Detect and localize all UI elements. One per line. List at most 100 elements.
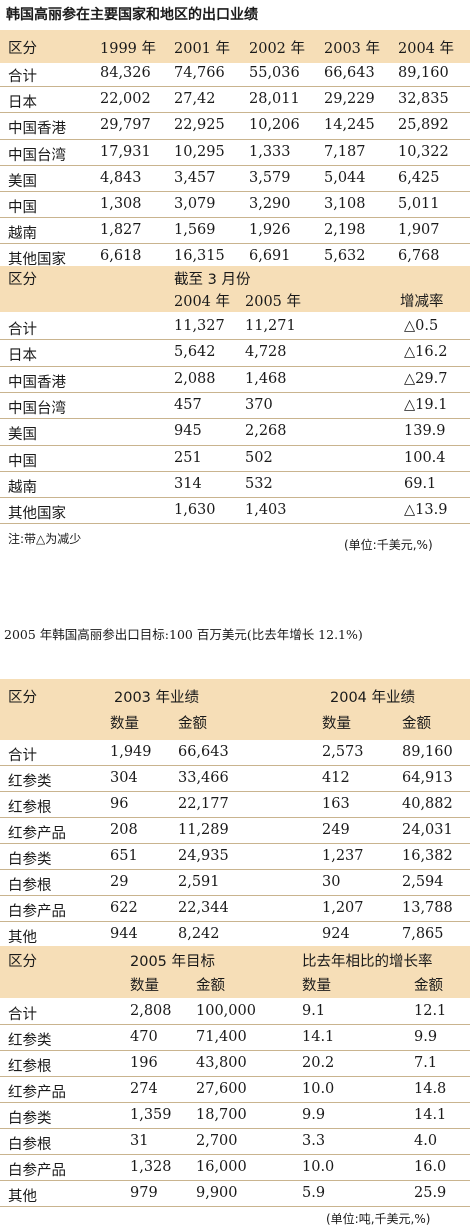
table-cell: 12.1 xyxy=(414,1003,447,1019)
table-cell: 3,290 xyxy=(249,196,291,212)
table-cell: 3.3 xyxy=(302,1133,326,1149)
table-cell: 1,333 xyxy=(249,143,291,160)
note-decrease: 注:带△为减少 xyxy=(8,532,82,546)
table-cell: 66,643 xyxy=(178,744,229,760)
table-row: 白参根 31 2,700 3.3 4.0 xyxy=(0,1129,470,1155)
row-divider xyxy=(0,765,470,766)
table-cell: 10,295 xyxy=(174,143,225,160)
table-cell: 5,632 xyxy=(324,248,366,265)
table-cell: 10,206 xyxy=(249,117,300,134)
row-divider xyxy=(0,339,470,341)
table-cell: 1,403 xyxy=(245,502,287,519)
table-cell: 7,187 xyxy=(324,143,366,160)
row-label: 白参类 xyxy=(8,852,52,868)
table-cell: 31 xyxy=(130,1133,149,1149)
table-cell: 6,425 xyxy=(398,169,440,186)
row-divider xyxy=(0,895,470,896)
table-cell: 4,843 xyxy=(100,169,142,186)
table-cell: 96 xyxy=(110,796,129,812)
table-cell: 14.8 xyxy=(414,1081,447,1097)
row-label: 越南 xyxy=(8,479,37,496)
row-divider xyxy=(0,444,470,446)
table-cell: 2,198 xyxy=(324,222,366,239)
table-cell: 22,002 xyxy=(100,91,151,108)
row-divider xyxy=(0,843,470,844)
table-row: 合计 84,326 74,766 55,036 66,643 89,160 xyxy=(0,61,470,87)
row-label: 白参根 xyxy=(8,1137,52,1153)
table3-header-2004: 2004 年业绩 xyxy=(330,690,416,706)
table1-header: 区分 1999 年 2001 年 2002 年 2003 年 2004 年 xyxy=(0,33,470,59)
table-cell: 6,768 xyxy=(398,248,440,265)
table4-header-target: 2005 年目标 xyxy=(130,954,216,970)
table-cell: 11,327 xyxy=(174,318,225,334)
table-cell: 314 xyxy=(174,475,202,492)
table-cell: 10,322 xyxy=(398,143,449,160)
table-cell: 16,315 xyxy=(174,248,225,265)
table4-header-section: 区分 xyxy=(8,954,37,970)
row-label: 红参产品 xyxy=(8,826,66,842)
table-cell: 22,177 xyxy=(178,796,229,812)
row-divider xyxy=(0,1154,470,1155)
table-cell: 24,935 xyxy=(178,848,229,864)
row-label: 其他 xyxy=(8,1189,37,1205)
row-label: 白参产品 xyxy=(8,904,66,920)
table-cell: 1,949 xyxy=(110,744,152,760)
row-label: 合计 xyxy=(8,1007,37,1023)
table1-header-cell: 区分 xyxy=(8,41,37,57)
table-cell: 89,160 xyxy=(398,65,449,81)
table-cell: 55,036 xyxy=(249,65,300,81)
table-cell: 2,268 xyxy=(245,423,287,440)
row-label: 日本 xyxy=(8,95,37,112)
table-cell: 43,800 xyxy=(196,1055,247,1071)
table-row: 合计 1,949 66,643 2,573 89,160 xyxy=(0,740,470,766)
table-cell: 502 xyxy=(245,449,273,466)
table2-header-2005: 2005 年 xyxy=(245,294,302,310)
table-row: 中国香港 2,088 1,468 △29.7 xyxy=(0,367,470,393)
row-divider xyxy=(0,418,470,420)
table1-header-cell: 2002 年 xyxy=(249,41,306,57)
table-cell: 25.9 xyxy=(414,1185,447,1201)
row-divider xyxy=(0,1024,470,1025)
table-cell: 9.9 xyxy=(302,1107,326,1123)
row-divider xyxy=(0,1180,470,1181)
row-label: 中国香港 xyxy=(8,374,66,391)
table-cell: 11,271 xyxy=(245,318,296,334)
table4-header: 区分 2005 年目标 比去年相比的增长率 数量 金额 数量 金额 xyxy=(0,946,470,998)
row-label: 其他国家 xyxy=(8,506,66,523)
row-divider xyxy=(0,1206,470,1207)
table-cell: 139.9 xyxy=(404,423,446,440)
table-cell: 622 xyxy=(110,900,138,916)
row-divider xyxy=(0,921,470,922)
row-label: 白参类 xyxy=(8,1111,52,1127)
table-cell: 7.1 xyxy=(414,1055,438,1071)
table-cell: 17,931 xyxy=(100,143,151,160)
table-row: 其他国家 1,630 1,403 △13.9 xyxy=(0,498,470,524)
table-cell: △13.9 xyxy=(404,502,448,519)
table-cell: 1,907 xyxy=(398,222,440,239)
table-cell: 274 xyxy=(130,1081,158,1097)
row-label: 美国 xyxy=(8,427,37,444)
table-cell: 5,011 xyxy=(398,196,440,212)
table-cell: 2,700 xyxy=(196,1133,238,1149)
table-cell: 470 xyxy=(130,1029,158,1045)
table-row: 红参根 196 43,800 20.2 7.1 xyxy=(0,1051,470,1077)
table2-header: 区分 截至 3 月份 2004 年 2005 年 增减率 xyxy=(0,266,470,312)
table-cell: △19.1 xyxy=(404,396,448,413)
row-label: 红参类 xyxy=(8,774,52,790)
table-cell: 10.0 xyxy=(302,1081,335,1097)
table-cell: 25,892 xyxy=(398,117,449,134)
table-row: 红参产品 274 27,600 10.0 14.8 xyxy=(0,1077,470,1103)
table4-header-growth: 比去年相比的增长率 xyxy=(302,954,433,970)
row-label: 红参类 xyxy=(8,1033,52,1049)
table-row: 中国香港 29,797 22,925 10,206 14,245 25,892 xyxy=(0,113,470,139)
table-row: 日本 5,642 4,728 △16.2 xyxy=(0,340,470,366)
table-cell: 249 xyxy=(322,822,350,838)
table-cell: 69.1 xyxy=(404,475,437,492)
table-cell: 4.0 xyxy=(414,1133,438,1149)
table1-header-cell: 2004 年 xyxy=(398,41,455,57)
table4-header-amt: 金额 xyxy=(414,978,443,994)
table-cell: △0.5 xyxy=(404,318,439,334)
table-cell: 16,382 xyxy=(402,848,453,864)
table-cell: 2,808 xyxy=(130,1003,172,1019)
table-cell: 944 xyxy=(110,926,138,942)
